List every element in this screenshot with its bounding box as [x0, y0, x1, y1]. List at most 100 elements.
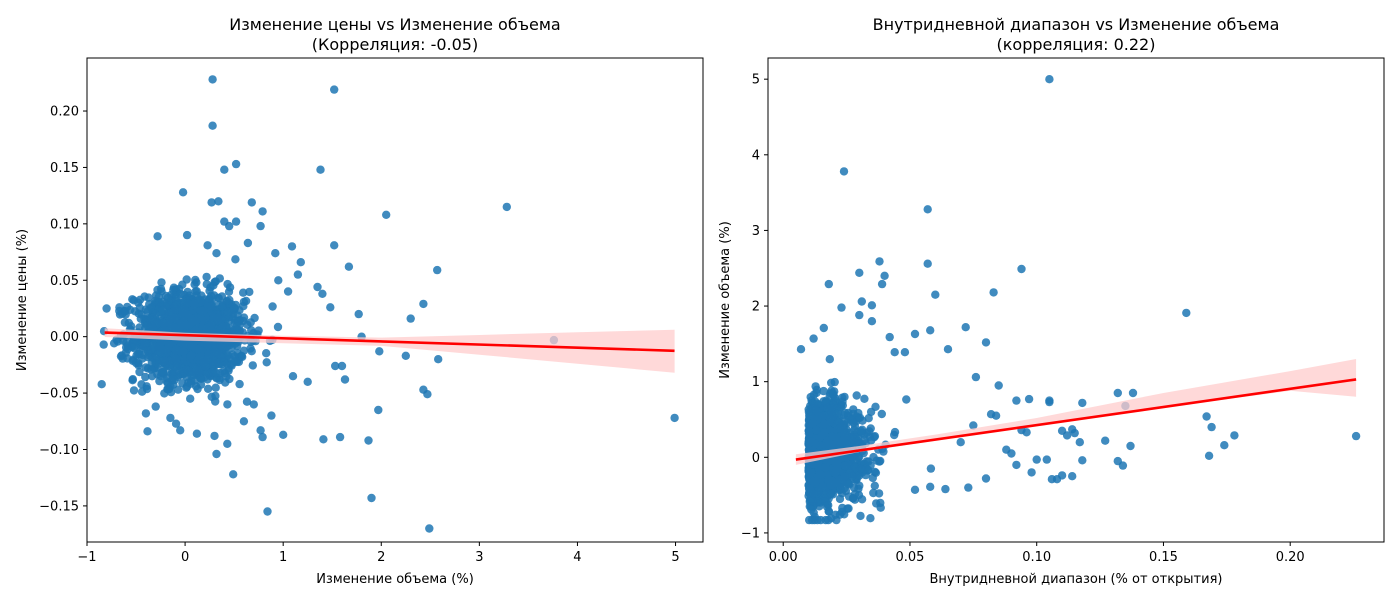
- data-point: [1017, 264, 1026, 274]
- data-point: [819, 323, 828, 333]
- data-point: [207, 302, 216, 311]
- data-point: [852, 391, 861, 400]
- y-tick-label: 1: [752, 375, 760, 390]
- y-tick-label: 0.15: [50, 161, 79, 176]
- data-point: [825, 355, 834, 364]
- data-point: [242, 397, 252, 406]
- data-point: [375, 347, 384, 356]
- data-point: [122, 338, 131, 347]
- y-tick-label: −0.15: [39, 499, 79, 514]
- chart-range-vs-volume: Внутридневной диапазон vs Изменение объе…: [718, 15, 1385, 587]
- data-point: [273, 322, 283, 332]
- data-point: [224, 287, 234, 296]
- data-point: [382, 210, 391, 219]
- data-point: [845, 469, 854, 478]
- data-point: [994, 381, 1003, 390]
- data-point: [158, 306, 168, 315]
- data-point: [941, 484, 950, 494]
- data-point: [811, 406, 821, 415]
- data-point: [824, 475, 833, 484]
- data-point: [196, 373, 205, 383]
- data-point: [856, 464, 866, 474]
- data-point: [207, 198, 216, 207]
- data-point: [223, 439, 232, 448]
- data-point: [991, 411, 1001, 420]
- data-point: [234, 357, 244, 367]
- data-point: [1032, 455, 1041, 464]
- data-point: [926, 482, 935, 491]
- data-point: [258, 432, 267, 442]
- data-point: [836, 402, 846, 412]
- data-point: [193, 384, 202, 394]
- data-point: [839, 425, 848, 434]
- data-point: [164, 340, 173, 349]
- data-point: [831, 468, 840, 478]
- data-point: [235, 326, 244, 336]
- y-axis-label: Изменение объема (%): [718, 221, 733, 379]
- data-point: [141, 409, 151, 418]
- data-point: [218, 302, 227, 311]
- data-point: [335, 432, 345, 442]
- data-point: [981, 474, 991, 483]
- data-point: [303, 377, 312, 386]
- data-point: [860, 394, 869, 403]
- data-point: [203, 384, 213, 393]
- data-point: [316, 165, 325, 174]
- data-point: [124, 318, 133, 328]
- data-point: [857, 297, 866, 306]
- data-point: [178, 188, 188, 197]
- data-point: [374, 405, 383, 415]
- data-point: [340, 375, 350, 384]
- data-point: [171, 323, 180, 333]
- data-point: [135, 349, 144, 359]
- data-point: [215, 360, 224, 369]
- data-point: [855, 310, 864, 320]
- y-tick-label: 0.10: [50, 217, 79, 232]
- data-point: [224, 351, 233, 360]
- x-axis-label: Изменение объема (%): [316, 572, 474, 587]
- data-point: [828, 389, 838, 398]
- data-point: [926, 464, 936, 473]
- data-point: [256, 221, 265, 231]
- data-point: [885, 332, 894, 342]
- data-point: [123, 344, 132, 354]
- data-point: [879, 447, 888, 456]
- data-point: [854, 471, 864, 480]
- data-point: [319, 435, 328, 444]
- data-point: [208, 75, 217, 84]
- data-point: [1007, 449, 1016, 458]
- data-point: [821, 463, 830, 472]
- data-point: [247, 347, 256, 356]
- y-tick-label: 0.20: [50, 105, 79, 120]
- data-point: [434, 355, 443, 364]
- data-point: [176, 426, 185, 435]
- data-point: [880, 271, 889, 280]
- data-point: [1207, 422, 1216, 432]
- data-point: [871, 402, 880, 411]
- data-point: [824, 507, 833, 516]
- data-point: [809, 334, 818, 343]
- data-point: [153, 232, 162, 241]
- data-point: [247, 326, 256, 335]
- data-point: [1101, 436, 1110, 445]
- data-point: [844, 479, 853, 488]
- data-point: [185, 291, 194, 300]
- data-point: [129, 386, 139, 395]
- data-point: [1126, 441, 1135, 451]
- data-point: [844, 504, 853, 513]
- data-point: [99, 340, 108, 349]
- data-point: [283, 287, 293, 296]
- data-point: [811, 382, 820, 391]
- data-point: [857, 495, 867, 504]
- data-point: [406, 314, 415, 323]
- data-point: [172, 346, 181, 355]
- data-point: [318, 289, 327, 298]
- data-point: [1230, 431, 1239, 440]
- data-point: [178, 280, 187, 289]
- data-point: [344, 262, 354, 271]
- data-point: [263, 507, 272, 516]
- data-point: [155, 376, 164, 386]
- data-point: [179, 347, 188, 356]
- data-point: [910, 329, 920, 339]
- data-point: [807, 515, 817, 525]
